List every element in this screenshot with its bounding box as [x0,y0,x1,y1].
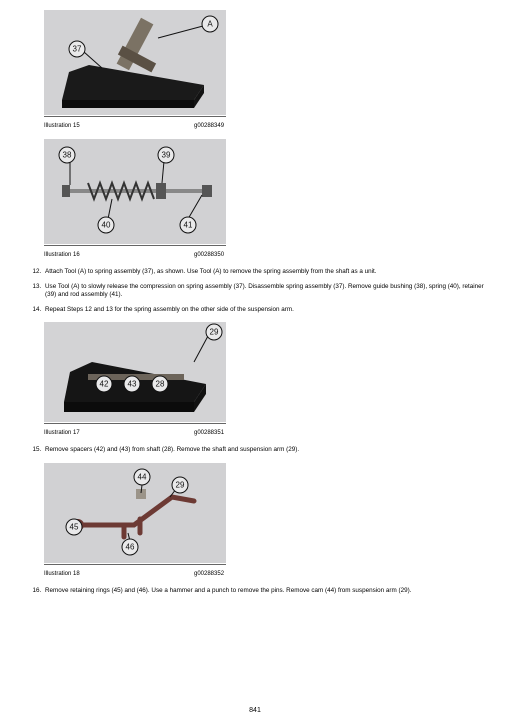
figure-17: 29 42 43 28 Illustration 17 g00288351 [44,322,492,436]
svg-text:43: 43 [128,380,137,389]
svg-text:29: 29 [176,480,185,489]
steps-16: Remove retaining rings (45) and (46). Us… [18,587,492,596]
svg-text:28: 28 [156,380,165,389]
illustration-16-id: g00288350 [194,252,224,258]
illustration-15-id: g00288349 [194,123,224,129]
step-13: Use Tool (A) to slowly release the compr… [43,283,492,300]
svg-text:40: 40 [102,221,111,230]
figure-16: 38 39 40 41 Illustration 16 g00288350 [44,139,492,258]
step-12: Attach Tool (A) to spring assembly (37),… [43,268,492,277]
illustration-17-id: g00288351 [194,430,224,436]
svg-text:37: 37 [73,45,82,54]
steps-12-14: Attach Tool (A) to spring assembly (37),… [18,268,492,314]
step-16: Remove retaining rings (45) and (46). Us… [43,587,492,596]
steps-15: Remove spacers (42) and (43) from shaft … [18,446,492,455]
step-15: Remove spacers (42) and (43) from shaft … [43,446,492,455]
illustration-15-label: Illustration 15 [44,123,194,129]
svg-text:29: 29 [210,328,219,337]
svg-text:41: 41 [184,221,193,230]
svg-text:45: 45 [70,522,79,531]
figure-18: 44 29 45 46 Illustration 18 g00288352 [44,463,492,577]
figure-18-image: 44 29 45 46 [44,463,226,563]
illustration-18-id: g00288352 [194,571,224,577]
svg-text:39: 39 [162,151,171,160]
figure-15-image: A 37 [44,10,226,115]
figure-15: A 37 Illustration 15 g00288349 [44,10,492,129]
page: A 37 Illustration 15 g00288349 [0,0,510,722]
svg-text:44: 44 [138,472,147,481]
svg-text:38: 38 [63,151,72,160]
svg-text:A: A [207,20,213,29]
illustration-16-label: Illustration 16 [44,252,194,258]
svg-text:46: 46 [126,542,135,551]
figure-16-image: 38 39 40 41 [44,139,226,244]
illustration-17-label: Illustration 17 [44,430,194,436]
page-number: 841 [0,707,510,714]
illustration-18-label: Illustration 18 [44,571,194,577]
figure-17-image: 29 42 43 28 [44,322,226,422]
step-14: Repeat Steps 12 and 13 for the spring as… [43,306,492,315]
svg-text:42: 42 [100,380,109,389]
